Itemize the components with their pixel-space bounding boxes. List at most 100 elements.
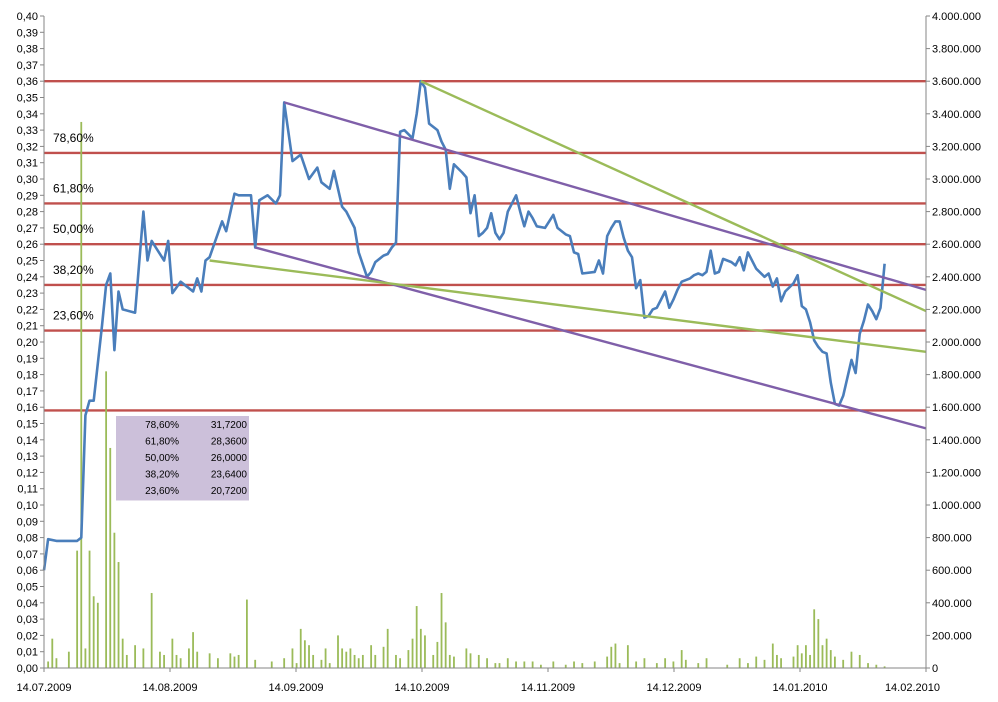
volume-bar-62 [424, 635, 426, 668]
volume-bar-66 [444, 622, 447, 668]
volume-bar-33 [254, 659, 257, 668]
volume-bar-20 [163, 654, 165, 668]
price-line [42, 79, 886, 571]
volume-bar-64 [436, 641, 439, 668]
volume-bar-80 [552, 661, 555, 668]
volume-bar-5 [80, 121, 83, 668]
volume-bar-55 [386, 628, 389, 668]
volume-bar-46 [341, 648, 344, 668]
left-tick-label-26: 0,26 [17, 239, 38, 251]
volume-bar-57 [399, 658, 402, 668]
left-tick-label-2: 0,02 [17, 630, 38, 642]
left-tick-label-14: 0,14 [17, 435, 38, 447]
volume-bar-115 [825, 638, 828, 668]
volume-bar-108 [796, 645, 799, 668]
left-tick-label-24: 0,24 [17, 272, 38, 284]
volume-bar-6 [84, 648, 87, 668]
trendline-3 [209, 259, 927, 353]
volume-bar-4 [76, 550, 79, 668]
volume-bar-86 [610, 646, 613, 668]
volume-bar-19 [159, 651, 161, 668]
volume-bar-97 [697, 663, 700, 668]
right-tick-label-8: 1.600.000 [932, 402, 981, 414]
volume-bar-41 [312, 654, 315, 668]
left-tick-label-16: 0,16 [17, 402, 38, 414]
left-tick-label-22: 0,22 [17, 304, 38, 316]
left-tick-label-27: 0,27 [17, 223, 38, 235]
right-tick-label-7: 1.400.000 [932, 435, 981, 447]
volume-bar-58 [407, 650, 410, 668]
table-cell-pct-2: 50,00% [145, 453, 179, 464]
left-tick-label-18: 0,18 [17, 370, 38, 382]
right-tick-label-14: 2.800.000 [932, 207, 981, 219]
volume-bar-94 [672, 661, 675, 668]
right-tick-label-2: 400.000 [932, 598, 972, 610]
right-tick-label-15: 3.000.000 [932, 174, 981, 186]
right-tick-label-0: 0 [932, 663, 938, 675]
left-tick-label-3: 0,03 [17, 614, 38, 626]
fibonacci-table: 78,60% 31,7200 61,80% 28,3600 50,00% 26,0000 3… [116, 416, 249, 501]
right-tick-label-18: 3.600.000 [932, 76, 981, 88]
volume-bar-10 [105, 371, 108, 668]
left-tick-label-30: 0,30 [17, 174, 38, 186]
axes: 0,00 0,01 0,02 0,03 0,04 0,05 0,06 0,07 0,08 0,09… [16, 11, 980, 694]
left-tick-label-23: 0,23 [17, 288, 38, 300]
fibonacci-levels [44, 79, 926, 412]
volume-bar-63 [432, 654, 435, 668]
volume-bar-67 [448, 654, 451, 668]
volume-bar-69 [465, 648, 468, 668]
volume-bar-54 [382, 646, 385, 668]
right-tick-label-6: 1.200.000 [932, 467, 981, 479]
x-tick-label-7: 14.02.2010 [885, 682, 940, 694]
volume-bar-48 [349, 648, 352, 668]
x-tick-label-2: 14.09.2009 [268, 682, 323, 694]
trendline-1 [254, 246, 927, 430]
volume-bar-51 [361, 654, 364, 668]
x-tick-label-6: 14.01.2010 [772, 682, 827, 694]
left-tick-label-19: 0,19 [17, 353, 38, 365]
x-tick-label-1: 14.08.2009 [142, 682, 197, 694]
volume-bar-74 [498, 663, 501, 668]
table-cell-value-1: 28,3600 [211, 437, 248, 448]
right-tick-label-16: 3.200.000 [932, 141, 981, 153]
table-cell-pct-1: 61,80% [145, 437, 179, 448]
left-tick-label-32: 0,32 [17, 141, 38, 153]
volume-bar-24 [188, 648, 190, 668]
volume-bar-35 [283, 658, 286, 668]
left-tick-label-13: 0,13 [17, 451, 38, 463]
volume-bar-47 [345, 651, 348, 668]
volume-bar-42 [320, 659, 323, 668]
volume-bars [47, 121, 886, 668]
volume-bar-105 [776, 654, 778, 668]
trendline-2 [420, 80, 927, 313]
volume-bar-27 [208, 653, 211, 668]
volume-bar-1 [51, 638, 54, 668]
volume-bar-95 [680, 650, 683, 668]
volume-bar-2 [55, 658, 58, 668]
right-tick-label-3: 600.000 [932, 565, 972, 577]
volume-bar-28 [217, 658, 219, 668]
left-tick-label-12: 0,12 [17, 467, 38, 479]
volume-bar-121 [867, 663, 869, 668]
volume-bar-30 [233, 656, 236, 668]
left-tick-label-8: 0,08 [17, 533, 38, 545]
volume-bar-93 [664, 658, 667, 668]
volume-bar-32 [246, 599, 248, 668]
table-cell-pct-0: 78,60% [145, 420, 179, 431]
volume-bar-120 [858, 654, 861, 668]
left-tick-label-6: 0,06 [17, 565, 38, 577]
volume-bar-12 [113, 532, 116, 668]
right-tick-label-9: 1.800.000 [932, 370, 981, 382]
volume-bar-77 [523, 661, 526, 668]
volume-bar-8 [92, 596, 95, 668]
volume-bar-50 [357, 658, 360, 668]
volume-bar-71 [477, 654, 480, 668]
table-cell-value-3: 23,6400 [211, 470, 248, 481]
right-tick-label-5: 1.000.000 [932, 500, 981, 512]
volume-bar-53 [374, 654, 377, 668]
level-labels: 78,60% 61,80% 50,00% 38,20% 23,60% [53, 131, 94, 323]
volume-bar-16 [134, 645, 136, 668]
volume-bar-118 [842, 659, 845, 668]
volume-bar-14 [121, 638, 124, 668]
